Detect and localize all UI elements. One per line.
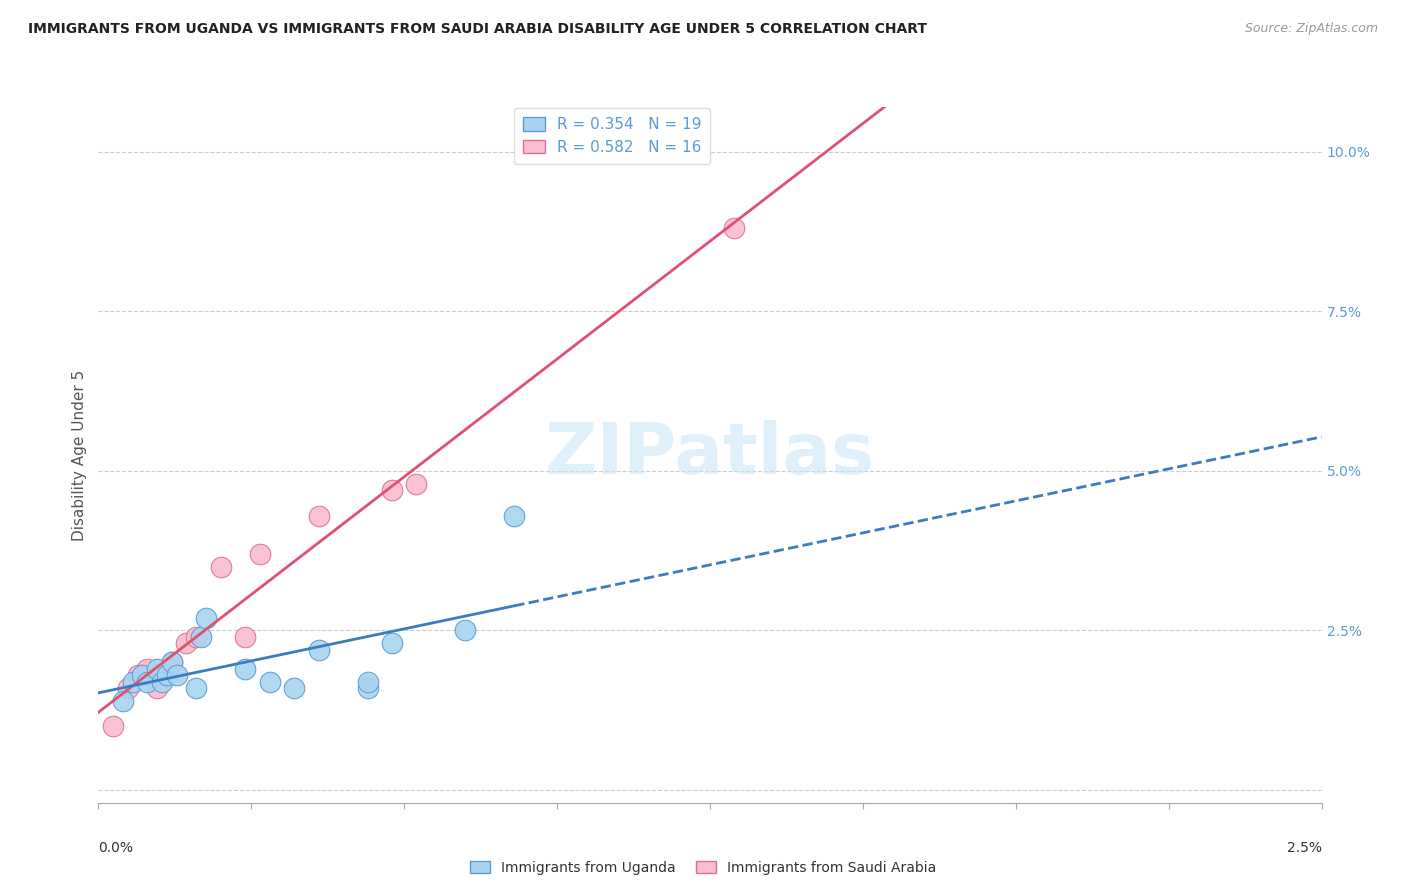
Point bbox=[356, 681, 378, 695]
Point bbox=[356, 674, 378, 689]
Text: 0.0%: 0.0% bbox=[98, 841, 134, 855]
Point bbox=[136, 662, 159, 676]
Point bbox=[186, 630, 208, 644]
Point bbox=[283, 681, 305, 695]
Text: Source: ZipAtlas.com: Source: ZipAtlas.com bbox=[1244, 22, 1378, 36]
Legend: Immigrants from Uganda, Immigrants from Saudi Arabia: Immigrants from Uganda, Immigrants from … bbox=[464, 855, 942, 880]
Point bbox=[308, 508, 330, 523]
Point bbox=[101, 719, 124, 733]
Point bbox=[121, 674, 143, 689]
Point bbox=[160, 656, 183, 670]
Point bbox=[503, 508, 526, 523]
Point bbox=[249, 547, 271, 561]
Y-axis label: Disability Age Under 5: Disability Age Under 5 bbox=[72, 369, 87, 541]
Point bbox=[405, 476, 427, 491]
Text: IMMIGRANTS FROM UGANDA VS IMMIGRANTS FROM SAUDI ARABIA DISABILITY AGE UNDER 5 CO: IMMIGRANTS FROM UGANDA VS IMMIGRANTS FRO… bbox=[28, 22, 927, 37]
Point bbox=[111, 694, 134, 708]
Point bbox=[176, 636, 198, 650]
Point bbox=[209, 559, 232, 574]
Point bbox=[150, 668, 173, 682]
Point bbox=[166, 668, 188, 682]
Point bbox=[233, 630, 256, 644]
Point bbox=[308, 642, 330, 657]
Text: ZIPatlas: ZIPatlas bbox=[546, 420, 875, 490]
Point bbox=[146, 662, 169, 676]
Point bbox=[190, 630, 212, 644]
Point bbox=[233, 662, 256, 676]
Point bbox=[160, 656, 183, 670]
Point bbox=[723, 221, 745, 235]
Point bbox=[136, 674, 159, 689]
Point bbox=[454, 624, 477, 638]
Point bbox=[150, 674, 173, 689]
Point bbox=[195, 610, 218, 624]
Point bbox=[127, 668, 149, 682]
Point bbox=[156, 668, 179, 682]
Point bbox=[146, 681, 169, 695]
Legend: R = 0.354   N = 19, R = 0.582   N = 16: R = 0.354 N = 19, R = 0.582 N = 16 bbox=[515, 108, 710, 164]
Point bbox=[381, 636, 404, 650]
Point bbox=[186, 681, 208, 695]
Text: 2.5%: 2.5% bbox=[1286, 841, 1322, 855]
Point bbox=[117, 681, 139, 695]
Point bbox=[131, 668, 153, 682]
Point bbox=[381, 483, 404, 497]
Point bbox=[259, 674, 281, 689]
